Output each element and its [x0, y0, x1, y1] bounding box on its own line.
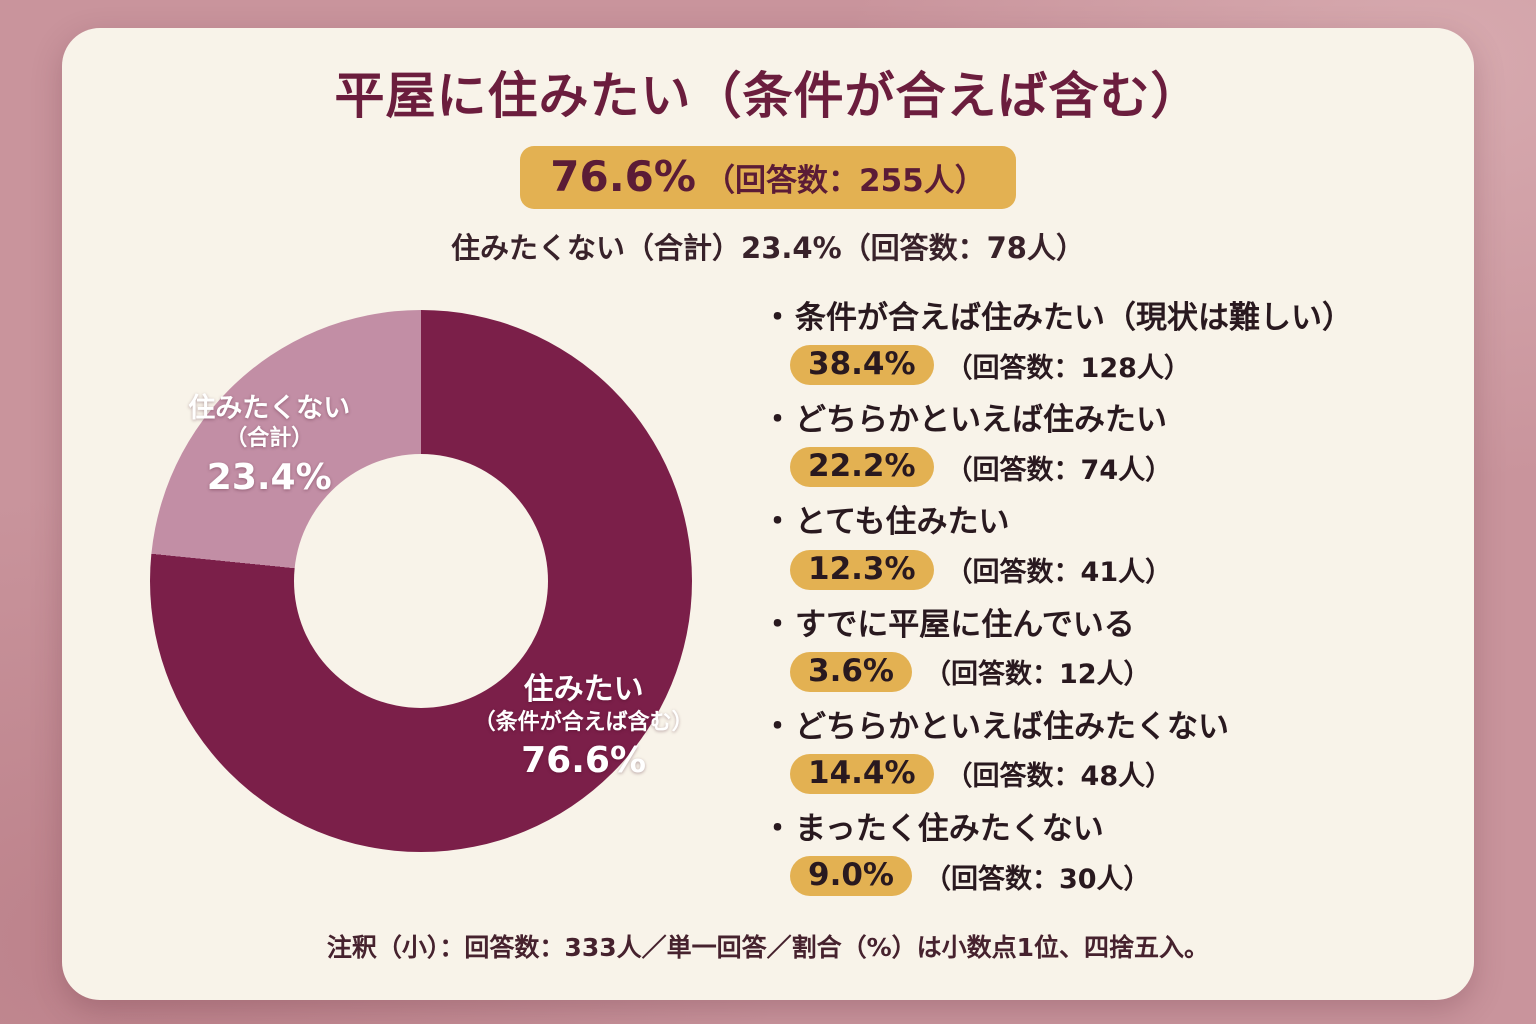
bullet-icon: ・ — [762, 402, 793, 439]
main-stat-row: 76.6% （回答数：255人） — [62, 146, 1474, 209]
legend-item: ・ どちらかといえば住みたくない 14.4% （回答数：48人） — [762, 709, 1482, 794]
main-stat-percent: 76.6% — [550, 152, 696, 201]
sub-stat: 住みたくない（合計）23.4%（回答数：78人） — [451, 231, 1085, 265]
percent-badge: 38.4% — [790, 345, 934, 386]
donut-label-light-slice: 住みたくない （合計） 23.4% — [188, 391, 350, 499]
bullet-icon: ・ — [762, 810, 793, 847]
percent-badge: 14.4% — [790, 753, 934, 794]
legend-item: ・ とても住みたい 12.3% （回答数：41人） — [762, 504, 1482, 590]
legend-item-label: すでに平屋に住んでいる — [795, 606, 1135, 643]
respondent-count: （回答数：30人） — [923, 863, 1151, 895]
bullet-icon: ・ — [762, 606, 793, 643]
bullet-icon: ・ — [762, 504, 793, 541]
percent-badge: 9.0% — [790, 856, 912, 897]
bullet-icon: ・ — [762, 300, 793, 336]
donut-hole — [294, 454, 548, 708]
bullet-icon: ・ — [762, 708, 793, 745]
main-stat-badge: 76.6% （回答数：255人） — [520, 146, 1016, 209]
respondent-count: （回答数：12人） — [923, 659, 1151, 691]
legend-item-label: どちらかといえば住みたくない — [795, 708, 1229, 745]
legend-item-label: どちらかといえば住みたい — [795, 402, 1167, 439]
percent-badge: 22.2% — [790, 447, 934, 488]
slice-percent: 23.4% — [206, 456, 332, 498]
slice-label-line: 住みたくない — [188, 392, 351, 424]
infographic-card: 平屋に住みたい（条件が合えば含む） 76.6% （回答数：255人） 住みたくな… — [62, 28, 1474, 1000]
percent-badge: 3.6% — [790, 651, 912, 692]
donut-label-dark-slice: 住みたい （条件が合えば含む） 76.6% — [474, 671, 694, 783]
legend-item-label: 条件が合えば住みたい（現状は難しい） — [795, 300, 1353, 336]
legend-item: ・ どちらかといえば住みたい 22.2% （回答数：74人） — [762, 402, 1482, 488]
donut-chart: 住みたくない （合計） 23.4% 住みたい （条件が合えば含む） 76.6% — [150, 310, 694, 852]
respondent-count: （回答数：48人） — [945, 761, 1173, 793]
respondent-count: （回答数：41人） — [945, 557, 1173, 589]
legend-item: ・ まったく住みたくない 9.0% （回答数：30人） — [762, 810, 1482, 897]
respondent-count: （回答数：74人） — [945, 454, 1173, 486]
slice-label-line: （合計） — [225, 426, 314, 452]
main-stat-count: （回答数：255人） — [704, 163, 986, 199]
footnote: 注釈（小）：回答数：333人／単一回答／割合（%）は小数点1位、四捨五入。 — [326, 933, 1210, 962]
slice-label-line: 住みたい — [523, 672, 644, 708]
legend-item-label: とても住みたい — [795, 504, 1010, 541]
slice-percent: 76.6% — [521, 740, 647, 782]
slice-label-line: （条件が合えば含む） — [473, 709, 694, 735]
legend: ・ 条件が合えば住みたい（現状は難しい） 38.4% （回答数：128人） ・ … — [762, 300, 1482, 897]
legend-item: ・ すでに平屋に住んでいる 3.6% （回答数：12人） — [762, 607, 1482, 692]
page-title: 平屋に住みたい（条件が合えば含む） — [334, 67, 1202, 125]
legend-item-label: まったく住みたくない — [795, 810, 1104, 847]
legend-item: ・ 条件が合えば住みたい（現状は難しい） 38.4% （回答数：128人） — [762, 300, 1482, 386]
percent-badge: 12.3% — [790, 549, 934, 590]
respondent-count: （回答数：128人） — [945, 352, 1191, 384]
